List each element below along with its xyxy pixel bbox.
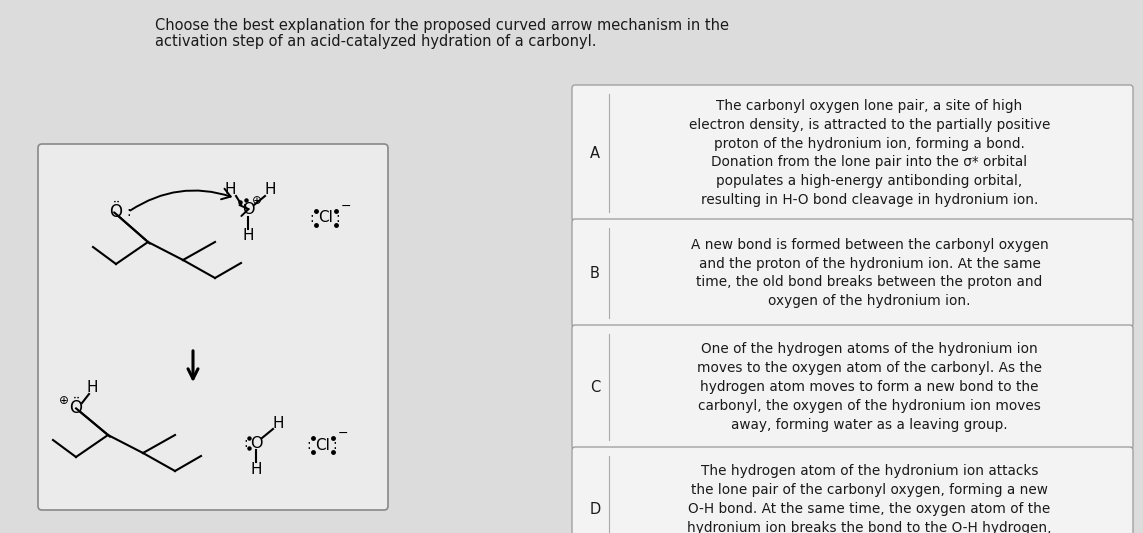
FancyBboxPatch shape: [572, 447, 1133, 533]
Text: ⊕: ⊕: [253, 195, 262, 207]
Text: Ö: Ö: [110, 203, 122, 221]
Text: activation step of an acid-catalyzed hydration of a carbonyl.: activation step of an acid-catalyzed hyd…: [155, 34, 597, 49]
Text: −: −: [337, 426, 349, 440]
Text: :: :: [243, 436, 248, 450]
Text: :: :: [333, 438, 337, 452]
Text: Cl: Cl: [319, 211, 334, 225]
Text: H: H: [264, 182, 275, 198]
Text: Cl: Cl: [315, 438, 330, 453]
Text: Ö: Ö: [70, 399, 82, 417]
Text: B: B: [590, 265, 600, 280]
FancyBboxPatch shape: [572, 219, 1133, 327]
Text: The hydrogen atom of the hydronium ion attacks
the lone pair of the carbonyl oxy: The hydrogen atom of the hydronium ion a…: [687, 464, 1052, 533]
Text: H: H: [86, 381, 98, 395]
FancyBboxPatch shape: [572, 325, 1133, 449]
Text: :: :: [336, 211, 341, 225]
Text: A new bond is formed between the carbonyl oxygen
and the proton of the hydronium: A new bond is formed between the carbony…: [690, 238, 1048, 309]
Text: D: D: [590, 502, 600, 516]
Text: ⊕: ⊕: [59, 393, 69, 407]
Text: One of the hydrogen atoms of the hydronium ion
moves to the oxygen atom of the c: One of the hydrogen atoms of the hydroni…: [697, 342, 1042, 432]
Text: :: :: [310, 211, 314, 225]
Text: H: H: [272, 416, 283, 431]
Text: Choose the best explanation for the proposed curved arrow mechanism in the: Choose the best explanation for the prop…: [155, 18, 729, 33]
Text: O: O: [250, 435, 262, 450]
Text: :: :: [306, 438, 311, 452]
Text: A: A: [590, 146, 600, 160]
Text: −: −: [341, 199, 351, 213]
Text: C: C: [590, 379, 600, 394]
FancyArrowPatch shape: [130, 189, 231, 211]
FancyBboxPatch shape: [572, 85, 1133, 221]
FancyBboxPatch shape: [38, 144, 387, 510]
Text: H: H: [242, 229, 254, 244]
Text: :: :: [126, 205, 130, 219]
Text: The carbonyl oxygen lone pair, a site of high
electron density, is attracted to : The carbonyl oxygen lone pair, a site of…: [689, 99, 1050, 207]
Text: H: H: [250, 462, 262, 477]
Text: H: H: [224, 182, 235, 198]
Text: O: O: [242, 203, 254, 217]
FancyArrowPatch shape: [239, 205, 249, 216]
